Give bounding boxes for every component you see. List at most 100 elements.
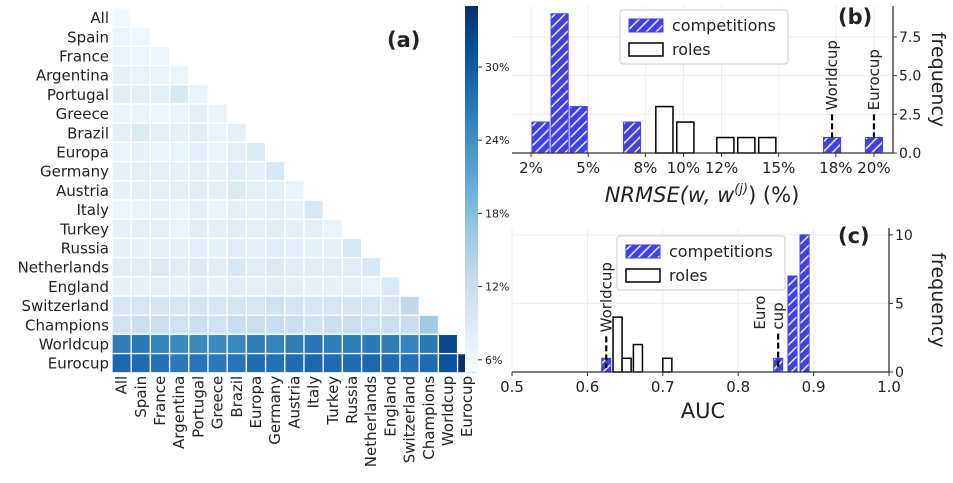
- y-tick-label: 7.5: [899, 30, 921, 46]
- heatmap-cell-13-4: [188, 256, 209, 278]
- heatmap-cell-12-2: [149, 237, 171, 259]
- heatmap-col-label: Portugal: [189, 376, 207, 438]
- heatmap-cell-3-3: [168, 64, 190, 86]
- x-tick-label: 20%: [857, 159, 890, 177]
- competitions-bar: [864, 137, 884, 154]
- heatmap-cell-16-3: [168, 314, 190, 336]
- heatmap-cell-14-4: [188, 276, 209, 297]
- heatmap-cell-17-8: [264, 333, 286, 355]
- heatmap-cell-6-5: [207, 122, 228, 144]
- heatmap-cell-18-3: [168, 352, 190, 374]
- heatmap-cell-4-2: [149, 84, 171, 105]
- heatmap-cell-12-9: [284, 237, 305, 259]
- heatmap-cell-6-3: [168, 122, 190, 144]
- heatmap-cell-10-9: [284, 199, 305, 220]
- heatmap-cell-14-5: [207, 276, 228, 297]
- colorbar-gradient: [465, 6, 478, 372]
- colorbar-tick-label: 30%: [485, 61, 509, 74]
- heatmap-cell-7-0: [111, 141, 132, 163]
- heatmap-cell-16-16: [418, 314, 440, 336]
- heatmap-col-label: All: [113, 376, 131, 395]
- heatmap-cell-13-9: [284, 256, 305, 278]
- heatmap-cell-16-15: [399, 314, 420, 336]
- heatmap-cell-15-7: [245, 295, 267, 316]
- heatmap-cell-18-10: [303, 352, 324, 374]
- heatmap-cell-9-5: [207, 180, 228, 201]
- colorbar: 6% 12% 18% 24% 30%: [465, 6, 509, 372]
- competitions-bar: [550, 13, 569, 154]
- competitions-bar: [569, 106, 588, 154]
- heatmap-cell-14-11: [322, 276, 344, 297]
- legend-swatch-competitions: [628, 18, 664, 33]
- heatmap-cell-12-10: [303, 237, 324, 259]
- heatmap-cell-11-7: [245, 218, 267, 240]
- heatmap-cell-11-1: [130, 218, 152, 240]
- heatmap-cell-17-12: [341, 333, 363, 355]
- colorbar-tick-label: 24%: [485, 134, 509, 147]
- heatmap-cell-13-2: [149, 256, 171, 278]
- heatmap-cell-16-10: [303, 314, 324, 336]
- heatmap-row-label: Netherlands: [18, 259, 110, 277]
- heatmap-cell-14-13: [360, 276, 382, 297]
- heatmap-cell-8-3: [168, 160, 190, 182]
- competitions-bar: [822, 137, 842, 154]
- heatmap-cell-4-1: [130, 84, 152, 105]
- heatmap-row-label: Austria: [56, 182, 109, 200]
- heatmap-cell-3-0: [111, 64, 132, 86]
- x-tick-label: 8%: [633, 159, 657, 177]
- x-tick-label: 0.9: [802, 378, 826, 396]
- heatmap-cell-18-5: [207, 352, 228, 374]
- heatmap-cell-3-1: [130, 64, 152, 86]
- heatmap-cell-15-9: [284, 295, 305, 316]
- heatmap-cell-7-4: [188, 141, 209, 163]
- x-tick-label: 0.7: [651, 378, 675, 396]
- heatmap-cell-10-3: [168, 199, 190, 220]
- heatmap-cell-9-3: [168, 180, 190, 201]
- heatmap-cell-16-8: [264, 314, 286, 336]
- heatmap-cell-6-2: [149, 122, 171, 144]
- heatmap-row-label: Germany: [40, 163, 109, 181]
- heatmap-cell-10-6: [226, 199, 248, 220]
- heatmap-cell-10-2: [149, 199, 171, 220]
- heatmap-col-label: Champions: [420, 376, 438, 460]
- heatmap-cell-14-1: [130, 276, 152, 297]
- annotation-label-line: Euro: [751, 296, 769, 330]
- nrmse-histogram-panel: 2% 5% 8% 10% 12% 15% 18% 20% 0.0 2.5 5.0 7.5 frequen…: [512, 6, 949, 207]
- x-tick-label: 10%: [667, 159, 700, 177]
- heatmap-cell-6-4: [188, 122, 209, 144]
- heatmap-col-label: Worldcup: [439, 376, 457, 446]
- heatmap-cell-4-0: [111, 84, 132, 105]
- heatmap-cell-7-2: [149, 141, 171, 163]
- heatmap-cell-18-7: [245, 352, 267, 374]
- x-axis-label: NRMSE(w, w(j)) (%): [605, 182, 800, 207]
- x-tick-label: 18%: [819, 159, 852, 177]
- heatmap-cell-9-7: [245, 180, 267, 201]
- heatmap-cell-16-7: [245, 314, 267, 336]
- heatmap-cell-13-6: [226, 256, 248, 278]
- heatmap-cell-14-8: [264, 276, 286, 297]
- heatmap-cell-8-8: [264, 160, 286, 182]
- legend-label-roles: roles: [672, 40, 711, 59]
- roles-bar: [716, 136, 735, 154]
- heatmap-cell-18-15: [399, 352, 420, 374]
- heatmap-col-label: Eurocup: [458, 376, 476, 437]
- heatmap-cell-15-13: [360, 295, 382, 316]
- heatmap-cell-7-7: [245, 141, 267, 163]
- heatmap-cell-15-11: [322, 295, 344, 316]
- heatmap-cell-2-2: [149, 45, 171, 67]
- annotation-label: Eurocup: [865, 49, 883, 110]
- heatmap-col-label: Argentina: [170, 376, 188, 449]
- legend-swatch-roles: [628, 42, 664, 57]
- heatmap-cell-5-4: [188, 103, 209, 124]
- heatmap-cell-12-5: [207, 237, 228, 259]
- heatmap-cell-11-5: [207, 218, 228, 240]
- heatmap-cell-13-3: [168, 256, 190, 278]
- heatmap-cell-5-2: [149, 103, 171, 124]
- heatmap-cell-17-17: [437, 333, 459, 355]
- heatmap-cell-15-0: [111, 295, 132, 316]
- heatmap-cell-8-6: [226, 160, 248, 182]
- annotation-label-line: cup: [769, 302, 787, 329]
- annotation-label-line: Worldcup: [823, 40, 841, 110]
- heatmap-cell-18-8: [264, 352, 286, 374]
